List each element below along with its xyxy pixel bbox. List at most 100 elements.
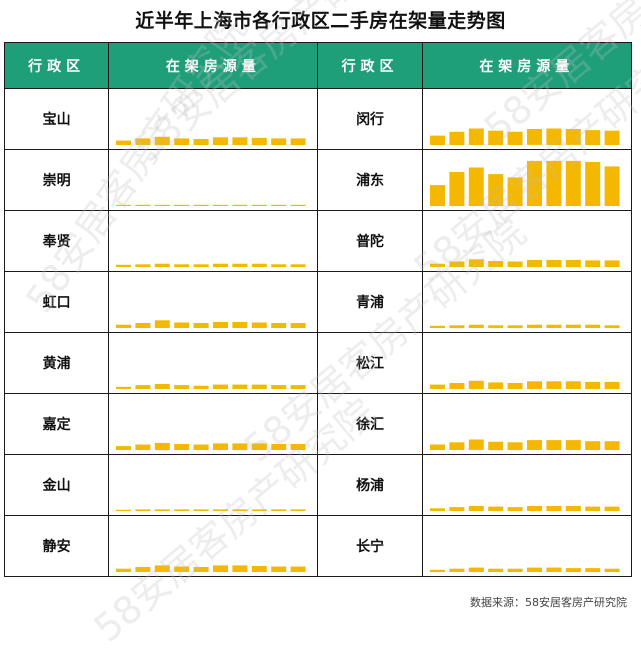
bar (604, 325, 620, 329)
listing-chart-cell (108, 210, 319, 272)
bar (429, 135, 445, 145)
bar (116, 264, 132, 267)
district-name: 浦东 (317, 149, 423, 211)
bar (429, 185, 445, 206)
bar (449, 261, 465, 267)
bar (116, 324, 132, 328)
listing-chart-cell (421, 454, 633, 516)
bar (213, 204, 229, 206)
bar (213, 263, 229, 267)
bar (584, 130, 600, 145)
bar (449, 507, 465, 511)
data-source: 数据来源：58安居客房产研究院 (470, 596, 627, 609)
bar (429, 508, 445, 512)
mini-bar-chart (116, 384, 306, 389)
bar (251, 263, 267, 267)
mini-bar-chart (116, 204, 306, 206)
district-name: 杨浦 (317, 454, 423, 516)
bar (251, 384, 267, 389)
bar (135, 509, 151, 511)
bar (487, 261, 503, 267)
bar (526, 381, 542, 389)
bar (232, 443, 248, 450)
bar (154, 509, 170, 511)
bar (584, 506, 600, 511)
listing-chart-cell (108, 393, 319, 455)
header-row: 行政区 在架房源量 行政区 在架房源量 (3, 42, 633, 89)
table-row: 崇明 浦东 (3, 149, 633, 211)
district-name: 宝山 (3, 88, 110, 150)
mini-bar-chart (429, 259, 620, 268)
bar (213, 443, 229, 450)
bar (174, 509, 190, 511)
bar (193, 264, 209, 268)
bar (429, 384, 445, 389)
district-name: 徐汇 (317, 393, 423, 455)
bar (135, 204, 151, 206)
bar (565, 259, 581, 268)
listing-chart-cell (108, 515, 319, 577)
district-name: 静安 (3, 515, 110, 577)
bar (290, 264, 306, 268)
bar (290, 323, 306, 328)
bar (565, 440, 581, 450)
bar (116, 568, 132, 572)
bar (271, 204, 287, 206)
bar (174, 264, 190, 268)
bar (232, 509, 248, 511)
bar (526, 567, 542, 572)
mini-bar-chart (116, 136, 306, 146)
bar (565, 129, 581, 145)
district-table: 行政区 在架房源量 行政区 在架房源量 宝山 闵行崇明 浦东 奉贤 普陀 虹口 青浦 黄浦 松江… (3, 42, 633, 577)
bar (546, 506, 562, 511)
bar (604, 166, 620, 206)
table-row: 奉贤 普陀 (3, 210, 633, 272)
bar (546, 259, 562, 268)
bar (174, 566, 190, 572)
bar (251, 137, 267, 146)
bar (213, 565, 229, 572)
bar (193, 323, 209, 328)
mini-bar-chart (116, 509, 306, 511)
listing-chart-cell (108, 271, 319, 333)
bar (154, 384, 170, 389)
bar (507, 383, 523, 389)
bar (449, 131, 465, 145)
district-name: 松江 (317, 332, 423, 394)
bar (507, 568, 523, 572)
bar (507, 442, 523, 450)
listing-chart-cell (421, 210, 633, 272)
bar (290, 444, 306, 450)
bar (565, 568, 581, 572)
bar (565, 160, 581, 206)
table-row: 黄浦 松江 (3, 332, 633, 394)
bar (507, 131, 523, 145)
bar (232, 137, 248, 145)
bar (487, 382, 503, 389)
mini-bar-chart (429, 128, 620, 145)
bar (429, 444, 445, 450)
district-name: 闵行 (317, 88, 423, 150)
bar (193, 567, 209, 572)
bar (232, 322, 248, 328)
listing-chart-cell (421, 332, 633, 394)
bar (487, 174, 503, 206)
bar (429, 325, 445, 328)
bar (232, 565, 248, 572)
bar (154, 442, 170, 451)
header-listing-left: 在架房源量 (108, 42, 319, 89)
bar (565, 324, 581, 328)
bar (174, 204, 190, 206)
bar (468, 259, 484, 267)
bar (449, 383, 465, 389)
bar (213, 322, 229, 328)
bar (604, 130, 620, 145)
bar (271, 385, 287, 389)
bar (507, 177, 523, 206)
bar (251, 509, 267, 511)
bar (584, 568, 600, 572)
district-name: 崇明 (3, 149, 110, 211)
bar (154, 204, 170, 206)
table-row: 虹口 青浦 (3, 271, 633, 333)
bar (584, 162, 600, 206)
